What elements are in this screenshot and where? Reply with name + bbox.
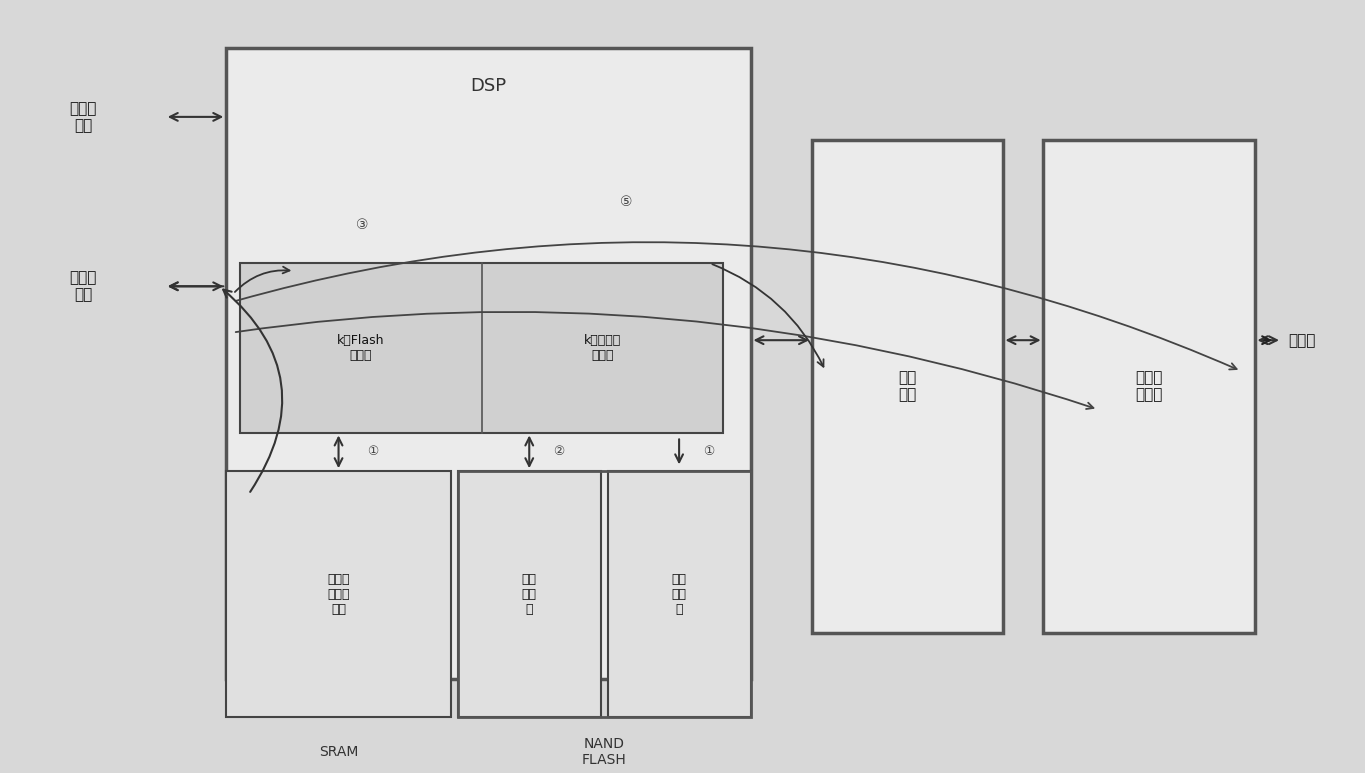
Text: 以太网: 以太网 (1289, 332, 1316, 348)
Text: ①: ① (703, 445, 715, 458)
Text: 回放
数据
区: 回放 数据 区 (672, 573, 687, 616)
Bar (457, 471, 751, 717)
Text: ②: ② (554, 445, 565, 458)
Text: ③: ③ (356, 218, 369, 232)
Bar (227, 471, 450, 717)
Text: 录波
数据
区: 录波 数据 区 (521, 573, 536, 616)
Bar (227, 48, 751, 679)
Text: SRAM: SRAM (319, 745, 358, 759)
Text: 通信
接口: 通信 接口 (898, 370, 916, 403)
Text: ⑤: ⑤ (621, 195, 633, 209)
Bar (240, 263, 723, 433)
Bar (607, 471, 751, 717)
Bar (812, 140, 1003, 633)
Text: k回放数据
缓冲区: k回放数据 缓冲区 (584, 334, 621, 362)
Bar (457, 471, 601, 717)
Text: ①: ① (367, 445, 378, 458)
Text: DSP: DSP (471, 77, 506, 95)
Text: 模拟量
数据: 模拟量 数据 (70, 270, 97, 302)
Text: 开关量
数据: 开关量 数据 (70, 100, 97, 133)
Text: NAND
FLASH: NAND FLASH (581, 737, 627, 768)
Text: 预录波
循环缓
冲区: 预录波 循环缓 冲区 (328, 573, 349, 616)
Bar (1043, 140, 1254, 633)
Text: k与Flash
缓冲区: k与Flash 缓冲区 (337, 334, 385, 362)
Text: 嵌入式
处理器: 嵌入式 处理器 (1136, 370, 1163, 403)
